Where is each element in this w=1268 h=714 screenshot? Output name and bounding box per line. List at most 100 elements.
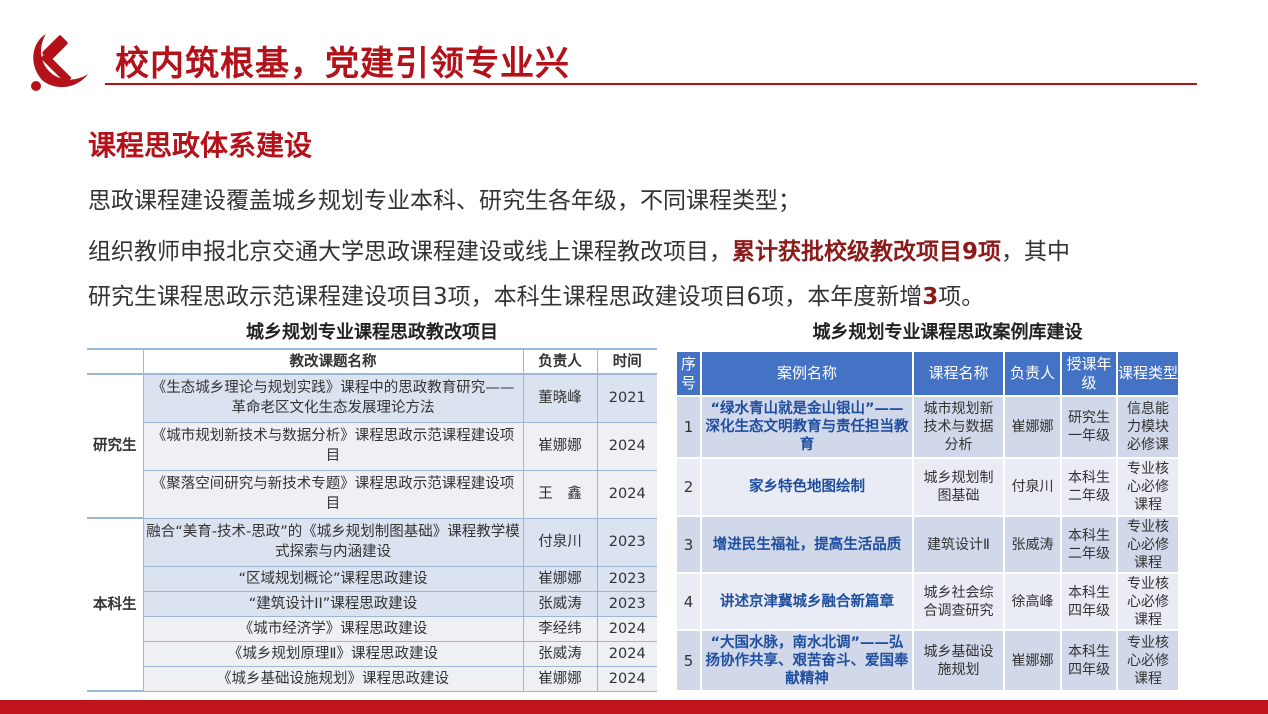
column-header: 授课年级 (1060, 350, 1118, 397)
project-name-cell: 《生态城乡理论与规划实践》课程中的思政教育研究——革命老区文化生态发展理论方法 (142, 374, 523, 423)
year-cell: 2024 (596, 666, 657, 692)
lead-cell: 付泉川 (522, 518, 597, 567)
year-cell: 2023 (596, 591, 657, 617)
course-cell: 城乡社会综合调查研究 (912, 572, 1005, 631)
case-cell: “大国水脉，南水北调”——弘扬协作共享、艰苦奋斗、爱国奉献精神 (700, 629, 914, 692)
project-name-cell: 《聚落空间研究与新技术专题》课程思政示范课程建设项目 (142, 470, 523, 519)
project-name-cell: 《城乡规划原理Ⅱ》课程思政建设 (142, 641, 523, 667)
lead-cell: 徐高峰 (1003, 572, 1062, 631)
project-name-cell: 《城市经济学》课程思政建设 (142, 616, 523, 642)
hammer-sickle-icon (31, 34, 88, 91)
type-cell: 专业核心必修课程 (1116, 572, 1180, 631)
table-row: 《城乡基础设施规划》课程思政建设 崔娜娜 2024 (87, 666, 657, 692)
project-name-cell: 《城乡基础设施规划》课程思政建设 (142, 666, 523, 692)
no-cell: 2 (675, 457, 702, 517)
table-row: 本科生 融合“美育-技术-思政”的《城乡规划制图基础》课程教学模式探索与内涵建设付… (87, 518, 657, 692)
text: 研究生课程思政示范课程建设项目3项，本科生课程思政建设项目6项，本年度新增 (88, 284, 923, 310)
text: ，其中 (1001, 239, 1071, 265)
column-header: 负责人 (1003, 350, 1062, 397)
project-name-cell: “建筑设计II”课程思政建设 (142, 591, 523, 617)
lead-cell: 崔娜娜 (522, 566, 597, 592)
table-row: 1 “绿水青山就是金山银山”——深化生态文明教育与责任担当教育 城市规划新技术与数据… (675, 395, 1180, 459)
course-cell: 城市规划新技术与数据分析 (912, 395, 1005, 459)
type-cell: 信息能力模块必修课 (1116, 395, 1180, 459)
course-cell: 城乡规划制图基础 (912, 457, 1005, 517)
year-cell: 2024 (596, 641, 657, 667)
course-cell: 建筑设计Ⅱ (912, 515, 1005, 574)
footer-bar (0, 700, 1268, 714)
table-row: 《城市规划新技术与数据分析》课程思政示范课程建设项目 崔娜娜 2024 (87, 422, 657, 471)
lead-cell: 董晓峰 (522, 374, 597, 423)
table-row: 3 增进民生福祉，提高生活品质 建筑设计Ⅱ 张威涛 本科生二年级 专业核心必修课程 (675, 515, 1180, 574)
highlight-text: 累计获批校级教改项目9项 (732, 239, 1002, 265)
case-cell: 增进民生福祉，提高生活品质 (700, 515, 914, 574)
case-library-table: 序号 案例名称 课程名称 负责人 授课年级 课程类型 1 “绿水青山就是金山银山”… (675, 350, 1180, 692)
project-name-cell: 《城市规划新技术与数据分析》课程思政示范课程建设项目 (142, 422, 523, 471)
column-header (87, 348, 143, 375)
no-cell: 3 (675, 515, 702, 574)
project-name-cell: 融合“美育-技术-思政”的《城乡规划制图基础》课程教学模式探索与内涵建设 (142, 518, 523, 567)
no-cell: 1 (675, 395, 702, 459)
category-cell: 本科生 (87, 518, 143, 692)
reform-projects-table: 教改课题名称 负责人 时间 研究生 《生态城乡理论与规划实践》课程中的思政教育研究… (87, 348, 657, 692)
column-header: 课程类型 (1116, 350, 1180, 397)
column-header: 课程名称 (912, 350, 1005, 397)
lead-cell: 崔娜娜 (522, 422, 597, 471)
column-header: 教改课题名称 (142, 348, 523, 375)
year-cell: 2024 (596, 470, 657, 519)
lead-cell: 崔娜娜 (1003, 629, 1062, 692)
type-cell: 专业核心必修课程 (1116, 629, 1180, 692)
grade-cell: 本科生二年级 (1060, 515, 1118, 574)
no-cell: 4 (675, 572, 702, 631)
type-cell: 专业核心必修课程 (1116, 515, 1180, 574)
table-row: 研究生 《生态城乡理论与规划实践》课程中的思政教育研究——革命老区文化生态发展理论… (87, 374, 657, 519)
page-title: 校内筑根基，党建引领专业兴 (115, 44, 570, 84)
year-cell: 2023 (596, 566, 657, 592)
section-subtitle: 课程思政体系建设 (88, 129, 313, 162)
column-header: 时间 (596, 348, 657, 375)
table-row: 《城乡规划原理Ⅱ》课程思政建设 张威涛 2024 (87, 641, 657, 667)
table-row: 《聚落空间研究与新技术专题》课程思政示范课程建设项目王 鑫 2024 (87, 470, 657, 519)
project-name-cell: “区域规划概论”课程思政建设 (142, 566, 523, 592)
lead-cell: 崔娜娜 (522, 666, 597, 692)
lead-cell: 崔娜娜 (1003, 395, 1062, 459)
lead-cell: 张威涛 (522, 641, 597, 667)
column-header: 序号 (675, 350, 702, 397)
year-cell: 2021 (596, 374, 657, 423)
table-row: 2 家乡特色地图绘制 城乡规划制图基础 付泉川 本科生二年级 专业核心必修课程 (675, 457, 1180, 517)
case-cell: “绿水青山就是金山银山”——深化生态文明教育与责任担当教育 (700, 395, 914, 459)
table-row: “建筑设计II”课程思政建设 张威涛 2023 (87, 591, 657, 617)
grade-cell: 本科生四年级 (1060, 572, 1118, 631)
grade-cell: 研究生一年级 (1060, 395, 1118, 459)
grade-cell: 本科生二年级 (1060, 457, 1118, 517)
course-cell: 城乡基础设施规划 (912, 629, 1005, 692)
year-cell: 2024 (596, 422, 657, 471)
column-header: 案例名称 (700, 350, 914, 397)
left-table-title: 城乡规划专业课程思政教改项目 (246, 322, 498, 343)
table-row: “区域规划概论”课程思政建设 崔娜娜 2023 (87, 566, 657, 592)
column-header: 负责人 (522, 348, 597, 375)
table-row: 4 讲述京津冀城乡融合新篇章 城乡社会综合调查研究 徐高峰 本科生四年级 专业核心必修课程 (675, 572, 1180, 631)
paragraph-line-1: 思政课程建设覆盖城乡规划专业本科、研究生各年级，不同课程类型； (88, 188, 801, 214)
lead-cell: 张威涛 (522, 591, 597, 617)
year-cell: 2023 (596, 518, 657, 567)
grade-cell: 本科生四年级 (1060, 629, 1118, 692)
category-cell: 研究生 (87, 374, 143, 519)
text: 组织教师申报北京交通大学思政课程建设或线上课程教改项目， (88, 239, 732, 265)
table-row: 5 “大国水脉，南水北调”——弘扬协作共享、艰苦奋斗、爱国奉献精神 城乡基础设施规划… (675, 629, 1180, 692)
paragraph-line-3: 研究生课程思政示范课程建设项目3项，本科生课程思政建设项目6项，本年度新增3项。 (88, 277, 984, 311)
lead-cell: 李经纬 (522, 616, 597, 642)
lead-cell: 张威涛 (1003, 515, 1062, 574)
case-cell: 家乡特色地图绘制 (700, 457, 914, 517)
table-row: 《城市经济学》课程思政建设 李经纬 2024 (87, 616, 657, 642)
paragraph-line-2: 组织教师申报北京交通大学思政课程建设或线上课程教改项目，累计获批校级教改项目9项… (88, 232, 1070, 266)
lead-cell: 王 鑫 (522, 470, 597, 519)
case-cell: 讲述京津冀城乡融合新篇章 (700, 572, 914, 631)
highlight-text: 3 (922, 284, 939, 310)
year-cell: 2024 (596, 616, 657, 642)
type-cell: 专业核心必修课程 (1116, 457, 1180, 517)
right-table-title: 城乡规划专业课程思政案例库建设 (812, 322, 1083, 343)
text: 项。 (938, 284, 985, 310)
no-cell: 5 (675, 629, 702, 692)
lead-cell: 付泉川 (1003, 457, 1062, 517)
